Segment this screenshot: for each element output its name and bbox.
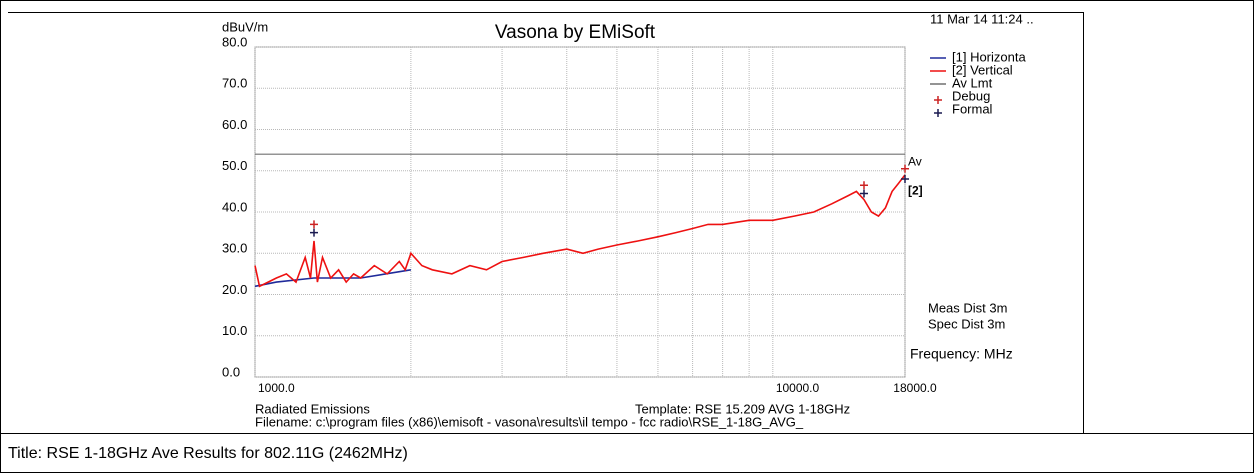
series-line xyxy=(254,269,412,288)
timestamp: 11 Mar 14 11:24 .. xyxy=(930,11,1034,26)
y-tick-label: 60.0 xyxy=(222,117,247,132)
legend-label: [1] Horizonta xyxy=(952,49,1026,64)
marker xyxy=(901,164,909,173)
marker xyxy=(310,228,319,237)
note: Spec Dist 3m xyxy=(928,316,1005,331)
y-tick-label: 80.0 xyxy=(222,34,247,49)
series-line xyxy=(254,174,906,288)
footer: Filename: c:\program files (x86)\emisoft… xyxy=(255,414,804,429)
legend-label: Debug xyxy=(952,88,990,103)
y-tick-label: 30.0 xyxy=(222,241,247,256)
y-tick-label: 50.0 xyxy=(222,158,247,173)
x-tick-label: 1000.0 xyxy=(258,381,295,395)
annotation: Av xyxy=(908,155,922,169)
marker xyxy=(859,189,868,198)
x-unit-label: Frequency: MHz xyxy=(910,346,1013,362)
footer: Radiated Emissions xyxy=(255,401,370,416)
annotation: [2] xyxy=(908,184,923,198)
y-tick-label: 40.0 xyxy=(222,199,247,214)
chart-title: Vasona by EMiSoft xyxy=(495,22,656,43)
y-tick-label: 0.0 xyxy=(222,364,240,379)
legend-swatch xyxy=(934,109,942,117)
note: Meas Dist 3m xyxy=(928,300,1007,315)
marker xyxy=(859,181,868,190)
x-tick-label: 18000.0 xyxy=(893,381,937,395)
legend-swatch xyxy=(934,96,942,104)
legend-label: Av Lmt xyxy=(952,75,993,90)
legend-label: [2] Vertical xyxy=(952,62,1013,77)
marker xyxy=(310,220,319,229)
marker xyxy=(901,175,909,183)
footer: Template: RSE 15.209 AVG 1-18GHz xyxy=(635,401,850,416)
y-tick-label: 20.0 xyxy=(222,282,247,297)
page-title: Title: RSE 1-18GHz Ave Results for 802.1… xyxy=(8,445,408,462)
y-axis-label: dBuV/m xyxy=(222,19,268,34)
y-tick-label: 10.0 xyxy=(222,323,247,338)
y-tick-label: 70.0 xyxy=(222,76,247,91)
legend-label: Formal xyxy=(952,101,993,116)
x-tick-label: 10000.0 xyxy=(776,381,820,395)
